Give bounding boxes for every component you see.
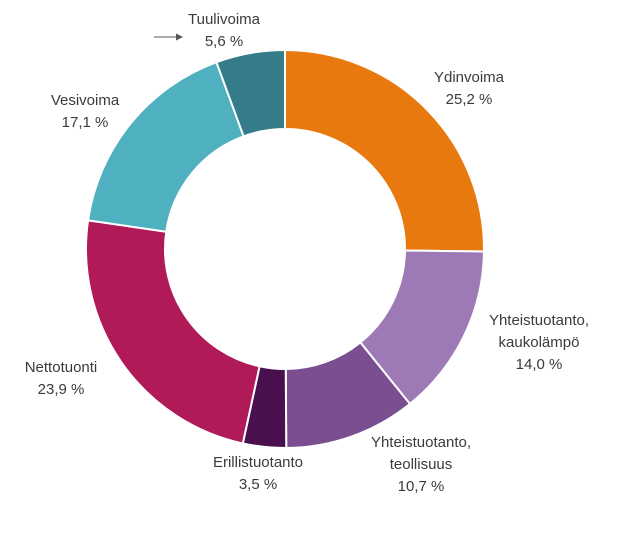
tuulivoima-arrow	[154, 33, 183, 41]
label-ydinvoima-value: 25,2 %	[446, 91, 493, 108]
label-tuulivoima-value: 5,6 %	[205, 33, 243, 50]
slice-nettotuonti	[85, 219, 261, 445]
label-kaukolampo-name-2: kaukolämpö	[499, 334, 580, 351]
slice-vesivoima	[86, 60, 245, 233]
label-vesivoima-value: 17,1 %	[62, 114, 109, 131]
label-nettotuonti-value: 23,9 %	[38, 381, 85, 398]
label-kaukolampo-value: 14,0 %	[516, 356, 563, 373]
label-erillistuotanto-name: Erillistuotanto	[213, 454, 303, 471]
label-ydinvoima-name: Ydinvoima	[434, 69, 505, 86]
slice-ydinvoima	[284, 48, 485, 253]
label-teollisuus-value: 10,7 %	[398, 478, 445, 495]
label-vesivoima-name: Vesivoima	[51, 92, 120, 109]
label-teollisuus-name-2: teollisuus	[390, 456, 453, 473]
label-nettotuonti-name: Nettotuonti	[25, 359, 98, 376]
label-tuulivoima-name: Tuulivoima	[188, 11, 261, 28]
label-erillistuotanto-value: 3,5 %	[239, 476, 277, 493]
donut-slices	[85, 48, 485, 450]
label-teollisuus-name-1: Yhteistuotanto,	[371, 434, 471, 451]
slice-tuulivoima	[215, 48, 286, 138]
label-kaukolampo-name-1: Yhteistuotanto,	[489, 312, 589, 329]
